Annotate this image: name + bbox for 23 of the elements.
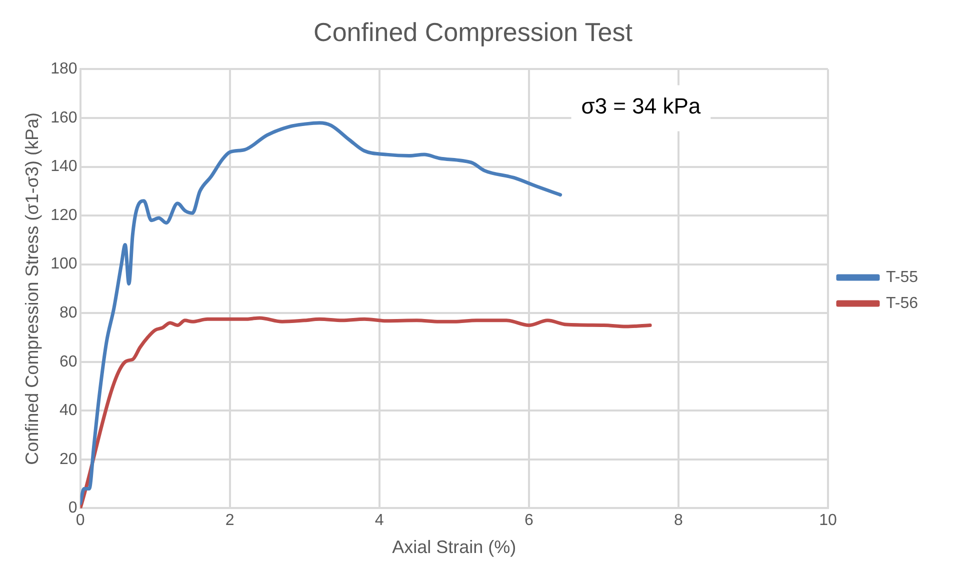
chart-title: Confined Compression Test bbox=[314, 16, 634, 47]
legend-label: T-56 bbox=[886, 294, 918, 312]
y-tick-label: 60 bbox=[60, 353, 78, 370]
x-tick-label: 2 bbox=[225, 512, 234, 530]
y-tick-label: 120 bbox=[50, 206, 78, 224]
y-tick-label: 80 bbox=[60, 304, 78, 322]
y-tick-label: 140 bbox=[50, 158, 78, 176]
line-series bbox=[80, 316, 652, 508]
x-axis-title: Axial Strain (%) bbox=[392, 537, 516, 558]
y-tick-label: 100 bbox=[50, 256, 78, 273]
y-tick-label: 160 bbox=[50, 109, 78, 126]
y-tick-label: 20 bbox=[60, 450, 78, 468]
annotation: σ3 = 34 kPa bbox=[581, 93, 702, 118]
y-axis-title: Confined Compression Stress (σ1-σ3) (kPa) bbox=[22, 112, 42, 465]
x-tick-label: 8 bbox=[674, 512, 683, 530]
x-tick-label: 6 bbox=[524, 512, 534, 530]
y-tick-label: 40 bbox=[60, 402, 78, 420]
x-tick-label: 10 bbox=[819, 512, 837, 530]
line-series bbox=[80, 121, 562, 506]
legend-label: T-55 bbox=[886, 268, 918, 286]
y-tick-label: 180 bbox=[50, 60, 78, 78]
x-tick-label: 4 bbox=[374, 512, 384, 530]
y-tick-label: 0 bbox=[68, 500, 78, 517]
